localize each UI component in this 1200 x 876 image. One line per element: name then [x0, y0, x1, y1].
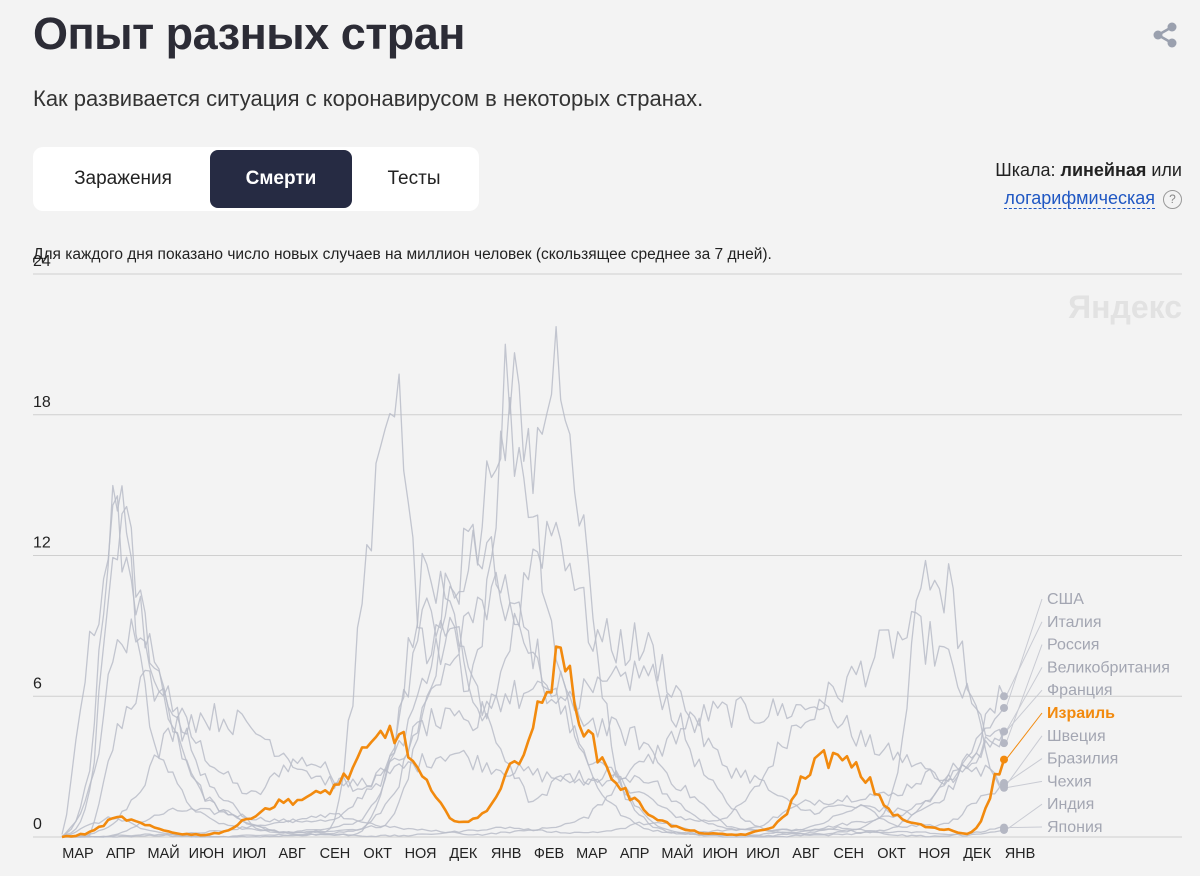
x-tick-label: ОКТ [363, 846, 392, 862]
series-line-6 [61, 597, 1005, 837]
series-line-8 [61, 326, 1005, 838]
x-tick-label: ОКТ [877, 846, 906, 862]
x-tick-label: ЯНВ [1005, 846, 1036, 862]
tab-infections[interactable]: Заражения [74, 168, 172, 189]
x-tick-label: ДЕК [449, 846, 477, 862]
series-end-dot [1000, 703, 1008, 712]
series-line-2 [62, 610, 1005, 838]
legend-label[interactable]: Индия [1047, 796, 1094, 813]
x-tick-label: СЕН [320, 846, 351, 862]
legend-connector [1005, 780, 1043, 789]
legend-connector [1005, 667, 1043, 732]
y-tick-label: 12 [33, 535, 51, 552]
x-tick-label: ФЕВ [534, 846, 564, 862]
legend-connector [1005, 758, 1043, 784]
tab-deaths[interactable]: Смерти [210, 150, 352, 208]
x-tick-label: МАР [576, 846, 607, 862]
legend-label[interactable]: Италия [1047, 614, 1101, 631]
series-end-dot [1000, 755, 1008, 764]
legend-connector [1005, 598, 1043, 709]
series-line-7 [61, 520, 1005, 838]
legend-label[interactable]: Россия [1047, 637, 1099, 654]
x-tick-label: ИЮЛ [232, 846, 266, 862]
x-tick-label: АПР [620, 846, 650, 862]
legend-label[interactable]: Франция [1047, 682, 1113, 699]
x-tick-label: АВГ [792, 846, 819, 862]
x-tick-label: ЯНВ [491, 846, 522, 862]
yandex-watermark: Яндекс [1068, 289, 1182, 325]
x-tick-label: МАР [62, 846, 93, 862]
legend-label[interactable]: Израиль [1047, 705, 1115, 722]
x-tick-label: ИЮЛ [746, 846, 780, 862]
series-line-4 [61, 484, 1005, 838]
legend-label[interactable]: Бразилия [1047, 751, 1118, 768]
y-tick-label: 24 [33, 253, 51, 270]
scale-current: линейная [1060, 160, 1147, 180]
scale-selector: Шкала: линейная или логарифмическая? [995, 156, 1182, 212]
tab-tests[interactable]: Тесты [387, 168, 441, 189]
chart-note: Для каждого дня показано число новых слу… [33, 246, 772, 263]
x-tick-label: МАЙ [148, 844, 180, 862]
legend-label[interactable]: Япония [1047, 819, 1103, 836]
y-tick-label: 0 [33, 816, 42, 833]
series-end-dot [1000, 783, 1008, 792]
series-end-dot [1000, 692, 1008, 701]
series-line-5 [61, 645, 1006, 839]
series-end-dot [1000, 727, 1008, 736]
series-line-10 [62, 821, 1005, 838]
legend-connector [1005, 644, 1043, 744]
x-tick-label: НОЯ [405, 846, 437, 862]
page-subtitle: Как развивается ситуация с коронавирусом… [33, 86, 704, 111]
legend-connector [1005, 735, 1043, 786]
x-tick-label: ИЮН [189, 846, 225, 862]
x-tick-label: МАЙ [661, 844, 693, 862]
page-title: Опыт разных стран [33, 8, 466, 59]
series-line-0 [61, 571, 1005, 838]
legend-connector [1005, 803, 1043, 831]
scale-prefix: Шкала: [995, 160, 1056, 180]
legend-connector [1005, 621, 1043, 697]
y-tick-label: 6 [33, 675, 42, 692]
x-tick-label: ИЮН [702, 846, 738, 862]
x-tick-label: ДЕК [963, 846, 991, 862]
legend-label[interactable]: Чехия [1047, 773, 1092, 790]
legend-connector [1005, 689, 1043, 732]
help-icon[interactable]: ? [1163, 189, 1182, 209]
legend-label[interactable]: Великобритания [1047, 659, 1170, 676]
y-tick-label: 18 [33, 394, 51, 411]
series-end-dot [1000, 739, 1008, 748]
series-end-dot [1000, 823, 1008, 832]
x-tick-label: НОЯ [918, 846, 950, 862]
share-icon[interactable] [1150, 20, 1180, 50]
x-tick-label: АПР [106, 846, 136, 862]
x-tick-label: АВГ [278, 846, 305, 862]
scale-log-link[interactable]: логарифмическая [1004, 188, 1155, 209]
x-tick-label: СЕН [833, 846, 864, 862]
legend-label[interactable]: США [1047, 591, 1084, 608]
scale-or: или [1151, 160, 1182, 180]
metric-tabs: Заражения Смерти Тесты [33, 147, 479, 211]
legend-connector [1005, 826, 1043, 829]
legend-label[interactable]: Швеция [1047, 728, 1106, 745]
legend-connector [1005, 712, 1043, 760]
series-line-3 [61, 397, 1005, 838]
